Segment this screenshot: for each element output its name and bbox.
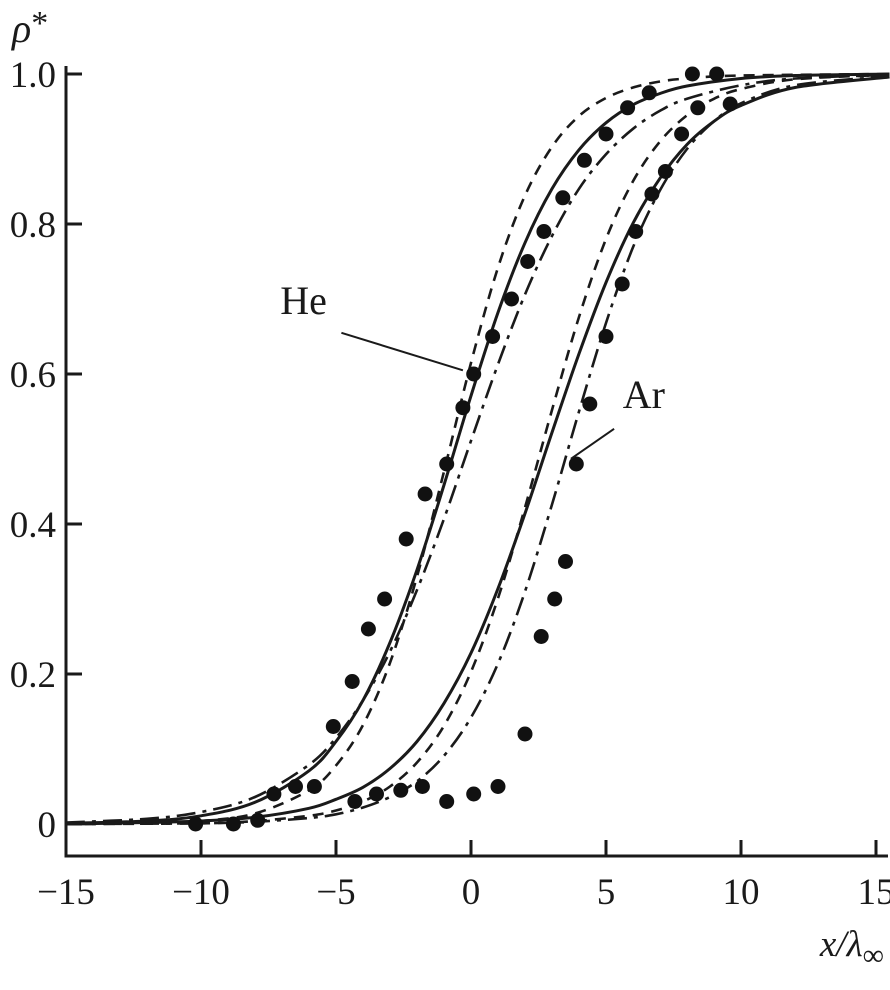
data-point-he — [360, 621, 376, 637]
y-tick-label: 1.0 — [10, 55, 56, 96]
x-tick-label: 0 — [462, 872, 481, 913]
axes — [64, 66, 888, 858]
data-point-ar — [568, 456, 584, 472]
x-tick-label: −15 — [37, 872, 95, 913]
data-point-ar — [250, 812, 266, 828]
x-tick-label: 15 — [858, 872, 890, 913]
data-point-he — [520, 254, 536, 269]
data-point-ar — [490, 779, 506, 794]
y-tick-label: 0.6 — [10, 355, 56, 396]
x-tick-label: −10 — [172, 872, 230, 913]
y-axis-label: ρ* — [10, 5, 48, 51]
data-point-ar — [369, 786, 384, 802]
curve-ar-solid — [65, 75, 890, 826]
curve-ar-dashed — [65, 73, 890, 826]
data-point-he — [455, 400, 471, 416]
data-point-ar — [582, 396, 598, 412]
x-tick-label: 5 — [597, 872, 616, 913]
data-point-ar — [466, 786, 482, 802]
curve-ar-dashdot — [65, 75, 890, 826]
data-point-ar — [558, 554, 573, 569]
data-point-ar — [644, 186, 660, 202]
ar-label: Ar — [623, 372, 665, 417]
data-point-ar — [657, 164, 673, 179]
data-point-ar — [225, 816, 241, 832]
data-point-ar — [188, 816, 204, 832]
data-point-he — [306, 779, 322, 794]
data-point-ar — [547, 591, 563, 607]
y-tick-label: 0 — [38, 805, 57, 846]
he-label: He — [280, 278, 327, 323]
data-point-he — [344, 674, 360, 689]
data-point-ar — [614, 276, 630, 292]
data-point-he — [555, 190, 571, 206]
data-point-he — [325, 719, 341, 734]
data-point-he — [536, 224, 552, 239]
data-point-he — [377, 591, 393, 607]
curve-he-dashed — [65, 72, 890, 826]
data-point-he — [684, 66, 700, 82]
data-point-he — [576, 152, 592, 168]
data-point-he — [288, 779, 303, 794]
ar-pointer-line — [570, 427, 615, 460]
data-point-ar — [628, 224, 644, 239]
data-point-ar — [722, 96, 738, 112]
he-pointer-line — [341, 331, 464, 372]
data-point-he — [641, 85, 657, 101]
y-tick-label: 0.8 — [10, 205, 56, 246]
data-point-he — [466, 366, 482, 382]
data-point-he — [709, 66, 725, 82]
data-point-ar — [347, 794, 363, 809]
data-point-he — [485, 329, 501, 344]
data-point-he — [439, 456, 455, 472]
data-point-he — [398, 531, 414, 547]
data-point-he — [620, 100, 636, 116]
data-point-he — [598, 126, 614, 142]
data-point-ar — [674, 126, 690, 142]
x-tick-label: 10 — [723, 872, 760, 913]
curve-he-dashdot — [65, 73, 890, 824]
data-point-he — [417, 486, 433, 502]
data-point-ar — [533, 629, 549, 644]
y-tick-label: 0.4 — [10, 505, 56, 546]
x-axis-label: x/λ∞ — [819, 924, 884, 972]
data-point-he — [266, 786, 282, 802]
data-point-he — [504, 291, 519, 307]
y-tick-label: 0.2 — [10, 655, 56, 696]
data-point-ar — [598, 329, 614, 344]
data-point-ar — [414, 779, 430, 794]
data-point-ar — [690, 100, 706, 116]
data-point-ar — [439, 794, 455, 809]
curve-he-solid — [65, 72, 890, 825]
data-point-ar — [517, 726, 533, 742]
data-point-ar — [393, 782, 409, 798]
x-tick-label: −5 — [316, 872, 355, 913]
